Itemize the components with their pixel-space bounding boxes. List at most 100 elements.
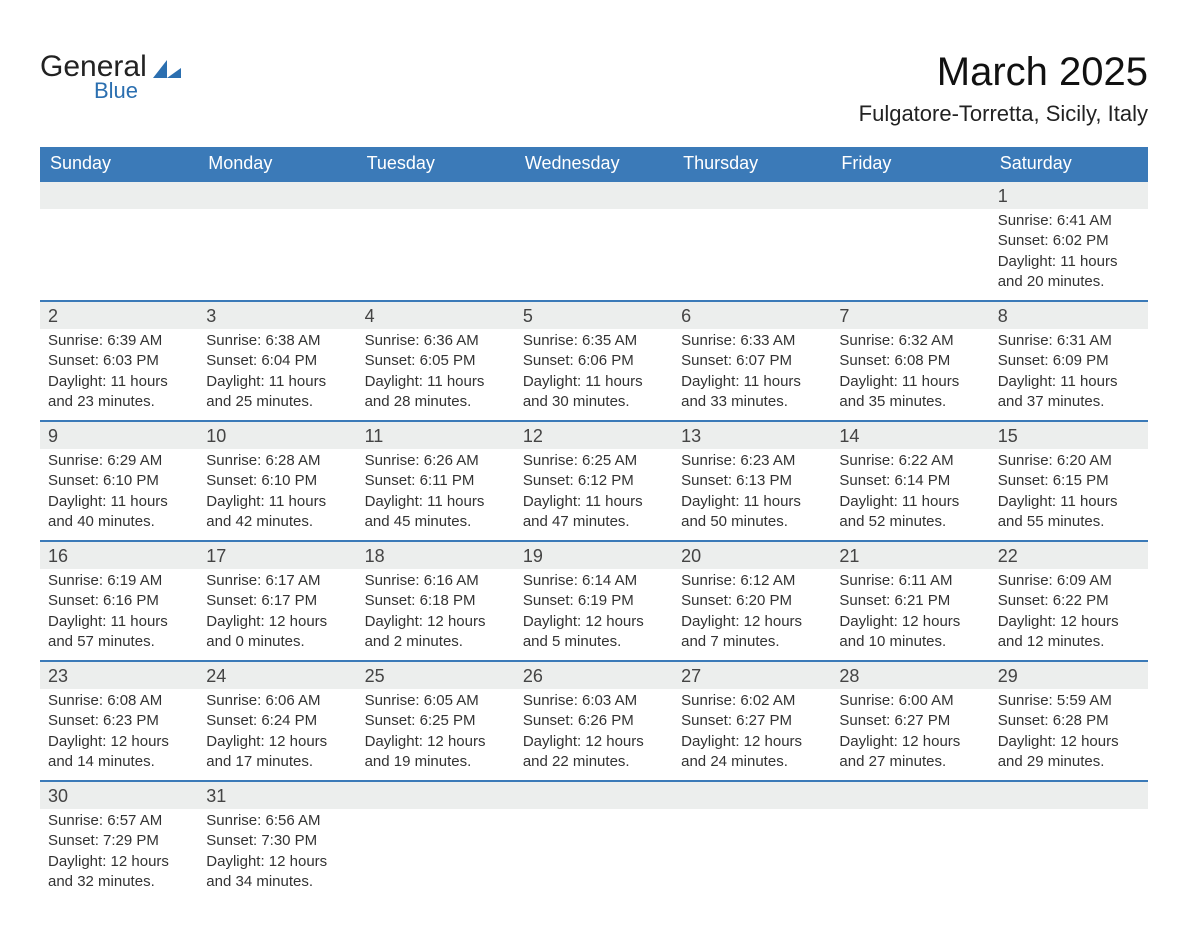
day-number — [40, 181, 198, 209]
day-cell: Sunrise: 6:14 AM Sunset: 6:19 PM Dayligh… — [515, 569, 673, 661]
day-cell — [357, 209, 515, 301]
day-number: 1 — [990, 181, 1148, 209]
day-number: 2 — [40, 301, 198, 329]
day-cell: Sunrise: 6:32 AM Sunset: 6:08 PM Dayligh… — [831, 329, 989, 421]
location: Fulgatore-Torretta, Sicily, Italy — [859, 101, 1148, 127]
day-cell: Sunrise: 6:31 AM Sunset: 6:09 PM Dayligh… — [990, 329, 1148, 421]
day-cell — [198, 209, 356, 301]
day-cell — [515, 209, 673, 301]
day-cell: Sunrise: 6:41 AM Sunset: 6:02 PM Dayligh… — [990, 209, 1148, 301]
day-cell — [831, 209, 989, 301]
daynum-row: 9101112131415 — [40, 421, 1148, 449]
day-cell: Sunrise: 6:39 AM Sunset: 6:03 PM Dayligh… — [40, 329, 198, 421]
day-number: 30 — [40, 781, 198, 809]
day-data-row: Sunrise: 6:29 AM Sunset: 6:10 PM Dayligh… — [40, 449, 1148, 541]
day-cell: Sunrise: 6:16 AM Sunset: 6:18 PM Dayligh… — [357, 569, 515, 661]
weekday-header: Wednesday — [515, 147, 673, 181]
day-number — [515, 181, 673, 209]
day-number: 26 — [515, 661, 673, 689]
day-cell: Sunrise: 6:09 AM Sunset: 6:22 PM Dayligh… — [990, 569, 1148, 661]
daynum-row: 23242526272829 — [40, 661, 1148, 689]
day-cell: Sunrise: 6:26 AM Sunset: 6:11 PM Dayligh… — [357, 449, 515, 541]
day-data-row: Sunrise: 6:19 AM Sunset: 6:16 PM Dayligh… — [40, 569, 1148, 661]
day-cell: Sunrise: 5:59 AM Sunset: 6:28 PM Dayligh… — [990, 689, 1148, 781]
day-number: 12 — [515, 421, 673, 449]
daynum-row: 3031 — [40, 781, 1148, 809]
month-title: March 2025 — [859, 50, 1148, 95]
day-cell — [990, 809, 1148, 900]
day-cell: Sunrise: 6:17 AM Sunset: 6:17 PM Dayligh… — [198, 569, 356, 661]
weekday-header-row: SundayMondayTuesdayWednesdayThursdayFrid… — [40, 147, 1148, 181]
day-number: 23 — [40, 661, 198, 689]
day-number — [673, 181, 831, 209]
day-cell: Sunrise: 6:11 AM Sunset: 6:21 PM Dayligh… — [831, 569, 989, 661]
day-cell: Sunrise: 6:03 AM Sunset: 6:26 PM Dayligh… — [515, 689, 673, 781]
day-cell: Sunrise: 6:35 AM Sunset: 6:06 PM Dayligh… — [515, 329, 673, 421]
day-cell — [831, 809, 989, 900]
day-number: 4 — [357, 301, 515, 329]
weekday-header: Friday — [831, 147, 989, 181]
day-cell: Sunrise: 6:19 AM Sunset: 6:16 PM Dayligh… — [40, 569, 198, 661]
day-number — [515, 781, 673, 809]
day-number — [673, 781, 831, 809]
day-cell: Sunrise: 6:29 AM Sunset: 6:10 PM Dayligh… — [40, 449, 198, 541]
day-number: 15 — [990, 421, 1148, 449]
day-number: 3 — [198, 301, 356, 329]
day-number: 8 — [990, 301, 1148, 329]
day-number: 17 — [198, 541, 356, 569]
weekday-header: Sunday — [40, 147, 198, 181]
day-cell: Sunrise: 6:22 AM Sunset: 6:14 PM Dayligh… — [831, 449, 989, 541]
day-cell: Sunrise: 6:36 AM Sunset: 6:05 PM Dayligh… — [357, 329, 515, 421]
day-data-row: Sunrise: 6:39 AM Sunset: 6:03 PM Dayligh… — [40, 329, 1148, 421]
weekday-header: Thursday — [673, 147, 831, 181]
day-number: 5 — [515, 301, 673, 329]
day-number: 20 — [673, 541, 831, 569]
day-cell: Sunrise: 6:38 AM Sunset: 6:04 PM Dayligh… — [198, 329, 356, 421]
day-data-row: Sunrise: 6:57 AM Sunset: 7:29 PM Dayligh… — [40, 809, 1148, 900]
day-number: 19 — [515, 541, 673, 569]
brand-logo: General Blue — [40, 50, 181, 104]
day-number: 9 — [40, 421, 198, 449]
day-number — [198, 181, 356, 209]
day-cell: Sunrise: 6:25 AM Sunset: 6:12 PM Dayligh… — [515, 449, 673, 541]
day-number: 10 — [198, 421, 356, 449]
day-cell — [673, 209, 831, 301]
day-number: 14 — [831, 421, 989, 449]
day-number: 11 — [357, 421, 515, 449]
day-cell: Sunrise: 6:57 AM Sunset: 7:29 PM Dayligh… — [40, 809, 198, 900]
day-cell — [673, 809, 831, 900]
day-cell: Sunrise: 6:20 AM Sunset: 6:15 PM Dayligh… — [990, 449, 1148, 541]
weekday-header: Tuesday — [357, 147, 515, 181]
day-number: 16 — [40, 541, 198, 569]
weekday-header: Monday — [198, 147, 356, 181]
day-cell: Sunrise: 6:02 AM Sunset: 6:27 PM Dayligh… — [673, 689, 831, 781]
day-number — [990, 781, 1148, 809]
day-number: 25 — [357, 661, 515, 689]
daynum-row: 1 — [40, 181, 1148, 209]
day-number: 27 — [673, 661, 831, 689]
day-number: 21 — [831, 541, 989, 569]
day-cell — [357, 809, 515, 900]
calendar-table: SundayMondayTuesdayWednesdayThursdayFrid… — [40, 147, 1148, 900]
day-cell: Sunrise: 6:56 AM Sunset: 7:30 PM Dayligh… — [198, 809, 356, 900]
title-block: March 2025 Fulgatore-Torretta, Sicily, I… — [859, 50, 1148, 127]
logo-icon — [153, 60, 181, 78]
daynum-row: 16171819202122 — [40, 541, 1148, 569]
day-cell: Sunrise: 6:08 AM Sunset: 6:23 PM Dayligh… — [40, 689, 198, 781]
day-cell: Sunrise: 6:23 AM Sunset: 6:13 PM Dayligh… — [673, 449, 831, 541]
day-cell: Sunrise: 6:05 AM Sunset: 6:25 PM Dayligh… — [357, 689, 515, 781]
day-number — [831, 181, 989, 209]
day-number: 31 — [198, 781, 356, 809]
day-number — [831, 781, 989, 809]
weekday-header: Saturday — [990, 147, 1148, 181]
day-number: 18 — [357, 541, 515, 569]
day-cell — [40, 209, 198, 301]
day-number: 13 — [673, 421, 831, 449]
day-cell: Sunrise: 6:12 AM Sunset: 6:20 PM Dayligh… — [673, 569, 831, 661]
day-cell — [515, 809, 673, 900]
daynum-row: 2345678 — [40, 301, 1148, 329]
day-data-row: Sunrise: 6:41 AM Sunset: 6:02 PM Dayligh… — [40, 209, 1148, 301]
day-number — [357, 181, 515, 209]
day-number: 22 — [990, 541, 1148, 569]
day-cell: Sunrise: 6:33 AM Sunset: 6:07 PM Dayligh… — [673, 329, 831, 421]
